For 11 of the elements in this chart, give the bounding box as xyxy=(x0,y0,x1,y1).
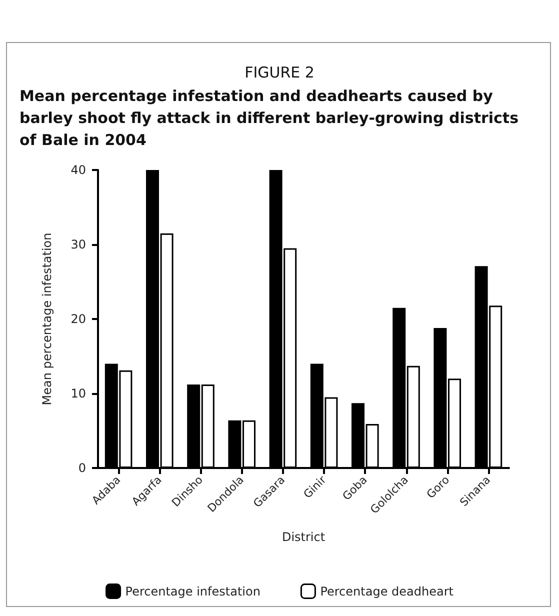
y-tick-label: 40 xyxy=(70,163,86,177)
y-tick-label: 20 xyxy=(70,312,86,326)
legend-label: Percentage infestation xyxy=(125,584,260,598)
x-axis-title: District xyxy=(282,530,326,544)
y-axis-title: Mean percentage infestation xyxy=(40,232,54,406)
legend-label: Percentage deadheart xyxy=(320,584,454,598)
y-tick-label: 0 xyxy=(78,461,86,475)
y-tick-label: 30 xyxy=(70,238,86,252)
chart-subtitle: FIGURE 2 xyxy=(244,64,314,82)
y-tick-label: 10 xyxy=(70,386,86,400)
chart-title: Mean percentage infestation and deadhearts caused by barley shoot fly attack in different barley-growing districts of Bale in 2004 xyxy=(20,87,524,149)
